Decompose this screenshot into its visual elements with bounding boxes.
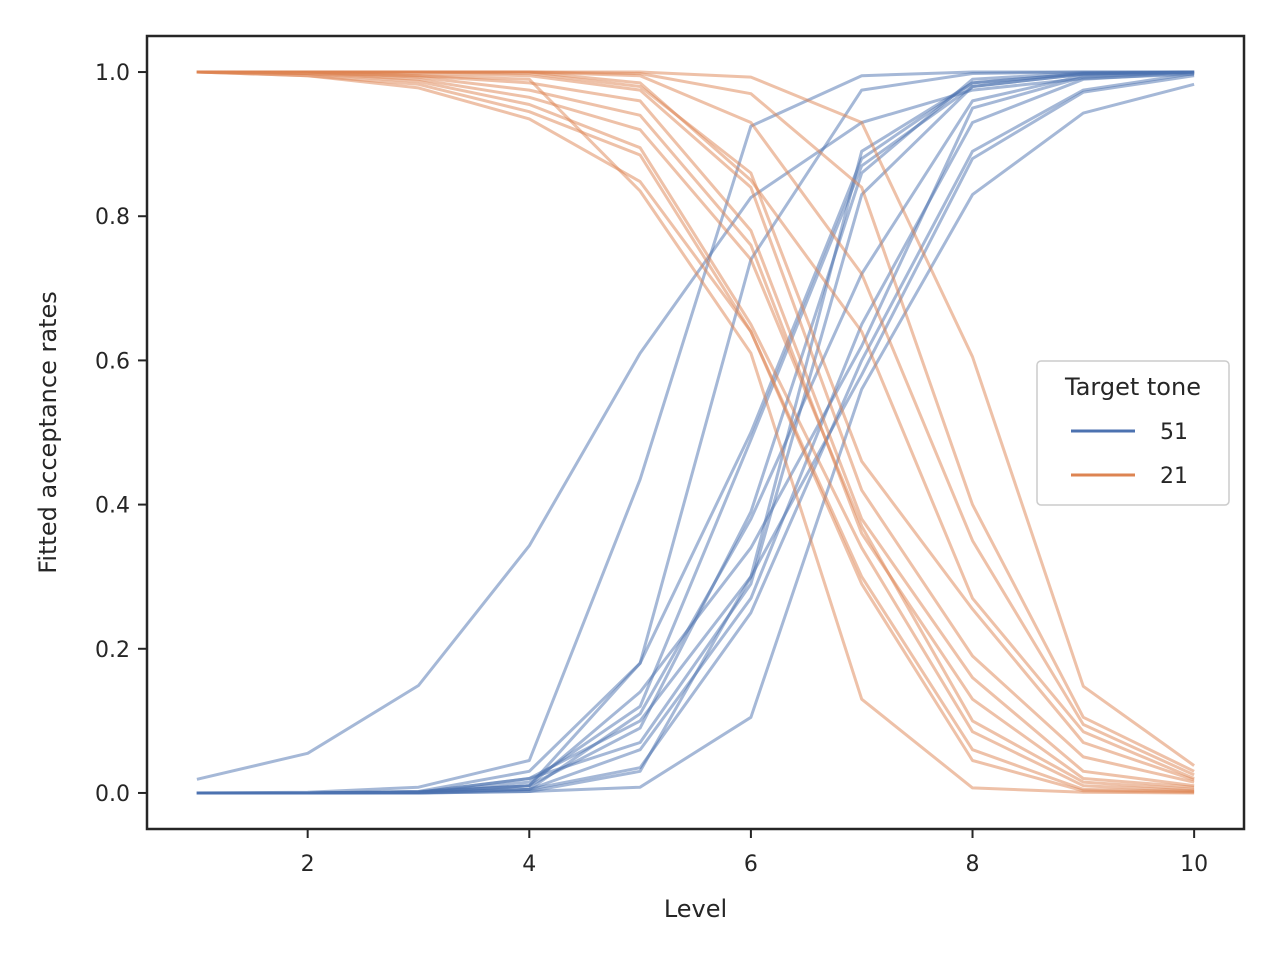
legend-entries: 51 21 — [1071, 420, 1188, 489]
series-line-tone-21-12 — [196, 70, 1195, 794]
legend-title: Target tone — [1064, 373, 1201, 401]
legend-box — [1036, 360, 1230, 506]
legend-label-51: 51 — [1160, 420, 1188, 445]
legend-label-21: 21 — [1160, 464, 1188, 489]
y-tick-label: 0.4 — [95, 494, 130, 519]
series-lines — [196, 70, 1195, 795]
y-tick-label: 0.0 — [95, 782, 130, 807]
series-line-tone-21-10 — [196, 70, 1195, 793]
plot-frame — [145, 34, 1246, 831]
x-axis: 2 4 6 8 10 — [301, 829, 1208, 877]
y-tick-label: 1.0 — [95, 61, 130, 86]
series-line-tone-51-14 — [196, 82, 1195, 795]
y-axis-title: Fitted acceptance rates — [34, 291, 62, 573]
x-tick-label: 10 — [1180, 852, 1208, 877]
x-tick-label: 2 — [301, 852, 315, 877]
x-tick-label: 4 — [522, 852, 536, 877]
legend: Target tone 51 21 — [1036, 360, 1230, 506]
y-tick-label: 0.6 — [95, 349, 130, 374]
series-line-tone-21-11 — [196, 70, 1195, 793]
x-tick-label: 8 — [966, 852, 980, 877]
series-line-tone-51-1 — [196, 72, 1195, 781]
y-tick-label: 0.8 — [95, 205, 130, 230]
x-tick-label: 6 — [744, 852, 758, 877]
series-line-tone-21-13 — [196, 70, 1195, 795]
x-axis-title: Level — [664, 895, 727, 923]
y-tick-label: 0.2 — [95, 638, 130, 663]
y-axis: 0.0 0.2 0.4 0.6 0.8 1.0 — [95, 61, 147, 807]
